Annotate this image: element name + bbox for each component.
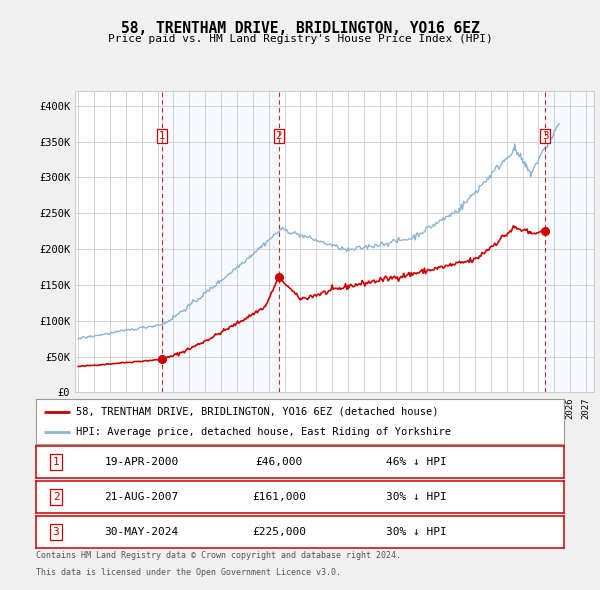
Text: 1: 1 xyxy=(159,131,166,141)
Text: 58, TRENTHAM DRIVE, BRIDLINGTON, YO16 6EZ (detached house): 58, TRENTHAM DRIVE, BRIDLINGTON, YO16 6E… xyxy=(76,407,438,417)
Text: 2: 2 xyxy=(53,492,59,502)
Text: 3: 3 xyxy=(542,131,548,141)
Text: 21-AUG-2007: 21-AUG-2007 xyxy=(104,492,179,502)
Text: 3: 3 xyxy=(53,527,59,537)
Text: HPI: Average price, detached house, East Riding of Yorkshire: HPI: Average price, detached house, East… xyxy=(76,427,451,437)
Text: This data is licensed under the Open Government Licence v3.0.: This data is licensed under the Open Gov… xyxy=(36,568,341,576)
Text: 30% ↓ HPI: 30% ↓ HPI xyxy=(386,527,446,537)
Text: Price paid vs. HM Land Registry's House Price Index (HPI): Price paid vs. HM Land Registry's House … xyxy=(107,34,493,44)
Text: 1: 1 xyxy=(53,457,59,467)
Text: 58, TRENTHAM DRIVE, BRIDLINGTON, YO16 6EZ: 58, TRENTHAM DRIVE, BRIDLINGTON, YO16 6E… xyxy=(121,21,479,35)
Text: £46,000: £46,000 xyxy=(255,457,302,467)
Text: £161,000: £161,000 xyxy=(252,492,306,502)
Bar xyxy=(545,91,594,392)
Text: £225,000: £225,000 xyxy=(252,527,306,537)
Text: 46% ↓ HPI: 46% ↓ HPI xyxy=(386,457,446,467)
Text: 2: 2 xyxy=(275,131,282,141)
Text: 30-MAY-2024: 30-MAY-2024 xyxy=(104,527,179,537)
Text: 19-APR-2000: 19-APR-2000 xyxy=(104,457,179,467)
Text: Contains HM Land Registry data © Crown copyright and database right 2024.: Contains HM Land Registry data © Crown c… xyxy=(36,551,401,560)
Text: 30% ↓ HPI: 30% ↓ HPI xyxy=(386,492,446,502)
Bar xyxy=(162,91,279,392)
